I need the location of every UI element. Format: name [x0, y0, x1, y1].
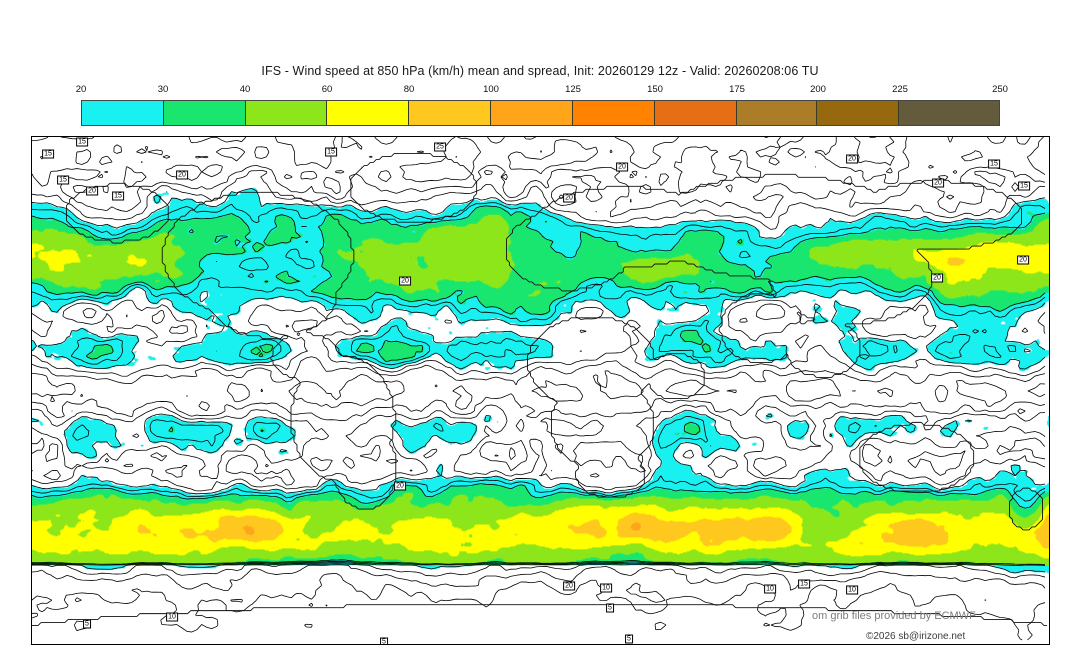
page-title: IFS - Wind speed at 850 hPa (km/h) mean …: [261, 64, 819, 78]
contour-label: 15: [76, 137, 88, 147]
contour-label: 5: [83, 619, 91, 629]
contour-label: 25: [434, 142, 446, 152]
colorbar-tick-20: 20: [75, 84, 87, 95]
contour-label: 20: [846, 154, 858, 164]
map-frame[interactable]: 15 15 15 20 15 20 15 20 25 20 20 20 15 20 15 20 20 20 20 10…: [31, 136, 1050, 645]
colorbar-tick-125: 125: [565, 84, 581, 95]
contour-label: 10: [600, 583, 612, 593]
contour-label: 15: [112, 191, 124, 201]
colorbar-tick-225: 225: [892, 84, 908, 95]
colorbar-tick-250: 250: [992, 84, 1008, 95]
colorbar-tick-40: 40: [239, 84, 251, 95]
contour-label: 20: [563, 581, 575, 591]
contour-label: 10: [846, 585, 858, 595]
colorbar-tick-30: 30: [157, 84, 169, 95]
colorbar-tick-175: 175: [729, 84, 745, 95]
contour-label: 5: [625, 634, 633, 644]
colorbar-tick-60: 60: [321, 84, 333, 95]
data-source-attribution: om grib files provided by ECMWF: [812, 610, 976, 622]
colorbar-segment-125-150: [572, 101, 655, 125]
colorbar-tick-150: 150: [647, 84, 663, 95]
contour-label: 20: [616, 162, 628, 172]
contour-label: 5: [380, 637, 388, 645]
colorbar-segment-100-125: [491, 101, 573, 125]
colorbar-segment-150-175: [654, 101, 737, 125]
colorbar-segment-175-200: [736, 101, 818, 125]
colorbar-tick-200: 200: [810, 84, 826, 95]
colorbar-tick-labels: 20 30 40 60 80 100 125 150 175 200 225 250: [0, 84, 1080, 98]
contour-label: 15: [42, 149, 54, 159]
contour-label: 10: [166, 612, 178, 622]
contour-label: 15: [988, 159, 1000, 169]
colorbar: [81, 100, 1000, 126]
colorbar-segment-30-40: [163, 101, 246, 125]
contour-label: 20: [394, 481, 406, 491]
contour-label: 20: [176, 170, 188, 180]
contour-label: 15: [1018, 181, 1030, 191]
coastlines-and-contours: [32, 137, 1048, 641]
contour-label: 20: [1017, 255, 1029, 265]
contour-label: 5: [606, 603, 614, 613]
colorbar-segment-40-60: [245, 101, 328, 125]
colorbar-tick-100: 100: [483, 84, 499, 95]
contour-label: 15: [325, 147, 337, 157]
colorbar-segment-225-250: [899, 101, 999, 125]
contour-label: 15: [798, 579, 810, 589]
contour-label: 20: [399, 276, 411, 286]
contour-label: 15: [57, 175, 69, 185]
colorbar-segment-200-225: [817, 101, 900, 125]
copyright-attribution: ©2026 sb@irizone.net: [866, 631, 966, 642]
colorbar-segment-20-30: [82, 101, 164, 125]
contour-label: 20: [932, 178, 944, 188]
contour-label: 10: [764, 584, 776, 594]
colorbar-segments: [81, 100, 1000, 126]
contour-label: 20: [931, 273, 943, 283]
colorbar-tick-80: 80: [403, 84, 415, 95]
contour-label: 20: [86, 186, 98, 196]
contour-label: 20: [563, 193, 575, 203]
colorbar-segment-60-80: [327, 101, 410, 125]
colorbar-segment-80-100: [409, 101, 492, 125]
